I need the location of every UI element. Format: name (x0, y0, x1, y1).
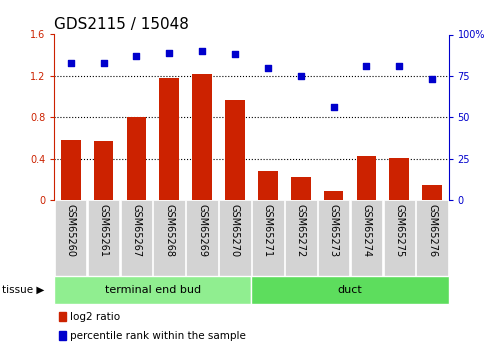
Bar (417, 200, 448, 276)
Bar (192, 74, 212, 200)
Bar (384, 200, 415, 276)
Point (231, 52, 239, 57)
Bar (423, 185, 442, 200)
Text: GSM65273: GSM65273 (329, 204, 339, 257)
Bar (258, 171, 278, 200)
Text: percentile rank within the sample: percentile rank within the sample (70, 331, 246, 341)
Point (67, 60, 74, 66)
Bar (61, 140, 80, 200)
Bar (389, 158, 409, 200)
Point (198, 48, 206, 54)
Point (428, 77, 436, 82)
Text: GSM65276: GSM65276 (427, 204, 437, 257)
Text: GSM65267: GSM65267 (132, 204, 141, 257)
Point (395, 63, 403, 69)
Bar (291, 177, 311, 200)
Bar (356, 156, 376, 200)
Text: terminal end bud: terminal end bud (105, 285, 201, 295)
Point (165, 50, 173, 56)
Point (297, 73, 305, 79)
Text: GSM65260: GSM65260 (66, 204, 75, 257)
Bar (186, 200, 218, 276)
Bar (127, 117, 146, 200)
Text: GSM65270: GSM65270 (230, 204, 240, 257)
Bar (88, 200, 119, 276)
Bar (55, 200, 86, 276)
Point (264, 65, 272, 70)
Bar (219, 200, 251, 276)
Text: GSM65271: GSM65271 (263, 204, 273, 257)
Text: GSM65268: GSM65268 (164, 204, 174, 257)
Text: tissue ▶: tissue ▶ (2, 285, 45, 295)
Bar (54, 276, 251, 304)
Text: GSM65269: GSM65269 (197, 204, 207, 257)
Text: log2 ratio: log2 ratio (70, 312, 121, 322)
Point (330, 105, 338, 110)
Bar (225, 100, 245, 200)
Text: GSM65261: GSM65261 (99, 204, 108, 257)
Text: duct: duct (338, 285, 362, 295)
Bar (285, 200, 317, 276)
Text: GDS2115 / 15048: GDS2115 / 15048 (54, 17, 189, 32)
Bar (153, 200, 185, 276)
Text: GSM65272: GSM65272 (296, 204, 306, 257)
Bar (251, 276, 449, 304)
Point (362, 63, 370, 69)
Bar (324, 191, 344, 200)
Bar (351, 200, 382, 276)
Bar (121, 200, 152, 276)
Bar (94, 141, 113, 200)
Bar (318, 200, 350, 276)
Point (133, 53, 141, 59)
Text: GSM65274: GSM65274 (361, 204, 371, 257)
Bar (159, 78, 179, 200)
Text: GSM65275: GSM65275 (394, 204, 404, 257)
Bar (252, 200, 283, 276)
Point (100, 60, 107, 66)
